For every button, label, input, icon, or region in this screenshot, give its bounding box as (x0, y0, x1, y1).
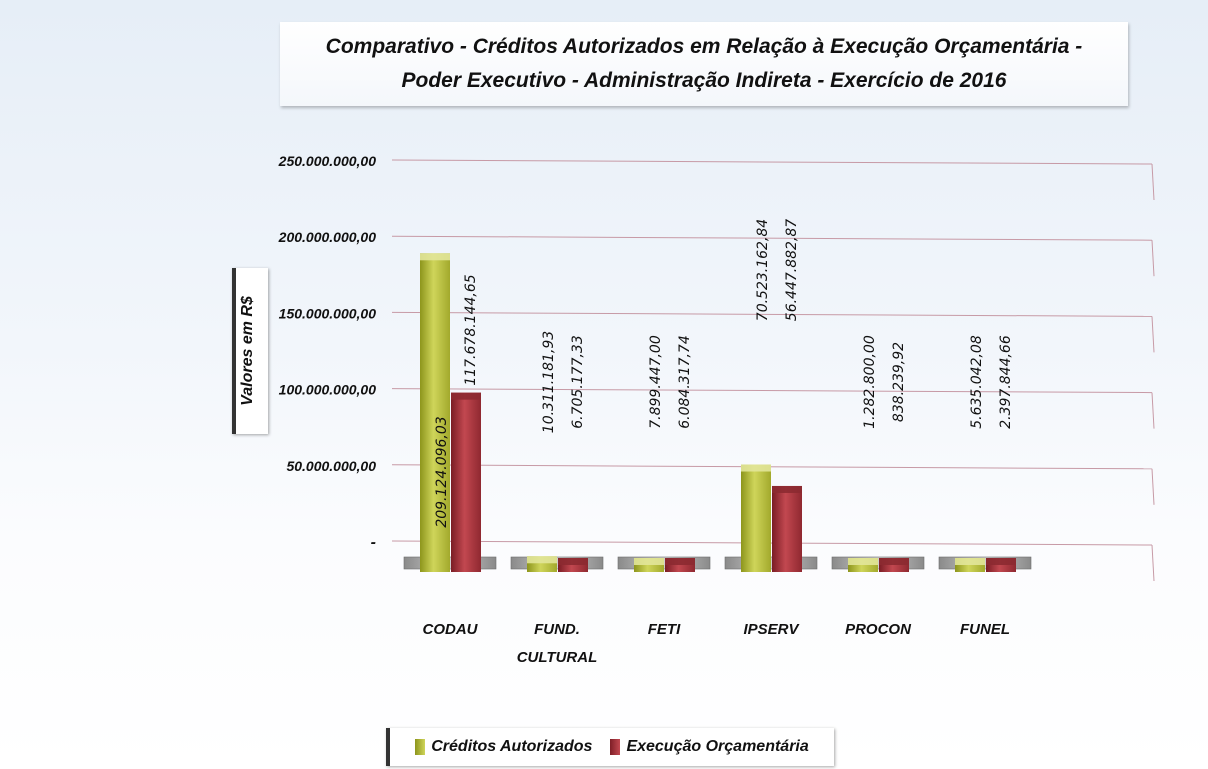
data-label-execucao-feti: 6.084.317,74 (677, 335, 693, 429)
data-label-creditos-feti: 7.899.447,00 (648, 335, 664, 429)
bar-cap-execucao-fund-cultural (558, 558, 588, 565)
bar-cap-execucao-funel (986, 558, 1016, 565)
x-tick-label-feti: FETI (648, 621, 681, 638)
y-axis-ticks: - 50.000.000,00 100.000.000,00 150.000.000,… (278, 153, 377, 551)
bar-cap-creditos-ipserv (741, 464, 771, 472)
gridline-side (1151, 240, 1155, 277)
bar-cap-creditos-funel (955, 558, 985, 565)
x-tick-label-codau: CODAU (423, 621, 479, 638)
legend-swatch-creditos (415, 739, 426, 755)
gridline-side (1151, 392, 1155, 429)
bars (420, 253, 1016, 573)
gridline (391, 159, 1153, 165)
data-label-creditos-codau: 209.124.096,03 (434, 416, 450, 527)
x-tick-label-procon: PROCON (845, 621, 912, 638)
y-tick-label: - (371, 534, 376, 551)
y-tick-label: 200.000.000,00 (278, 229, 377, 245)
bar-execucao-ipserv (772, 485, 802, 572)
bar-cap-execucao-procon (879, 558, 909, 565)
bar-cap-creditos-codau (420, 253, 450, 261)
data-label-creditos-ipserv: 70.523.162,84 (755, 219, 771, 321)
legend: Créditos Autorizados Execução Orçamentár… (386, 728, 834, 766)
legend-label-execucao: Execução Orçamentária (626, 738, 809, 755)
gridline (391, 464, 1153, 470)
bar-bases (403, 556, 1032, 570)
bar-cap-creditos-procon (848, 558, 878, 565)
data-label-creditos-procon: 1.282.800,00 (862, 335, 878, 429)
legend-entry-creditos: Créditos Autorizados (415, 738, 592, 756)
x-tick-label-ipserv: IPSERV (743, 621, 800, 638)
gridline-side (1151, 544, 1155, 582)
bar-execucao-codau (451, 392, 481, 572)
bar-creditos-ipserv (741, 464, 771, 572)
y-tick-label: 150.000.000,00 (279, 305, 377, 321)
data-label-execucao-procon: 838.239,92 (891, 342, 907, 422)
bar-creditos-codau (420, 253, 450, 573)
legend-label-creditos: Créditos Autorizados (431, 738, 593, 755)
chart-title: Comparativo - Créditos Autorizados em Re… (280, 22, 1128, 106)
gridline-side (1151, 163, 1155, 201)
data-label-execucao-codau: 117.678.144,65 (463, 274, 479, 385)
gridline (391, 388, 1153, 394)
data-label-creditos-funel: 5.635.042,08 (969, 335, 985, 429)
bar-cap-execucao-ipserv (772, 485, 802, 493)
data-label-execucao-fund-cultural: 6.705.177,33 (570, 335, 586, 429)
chart-plot-area: - 50.000.000,00 100.000.000,00 150.000.000,… (278, 153, 1155, 666)
y-tick-label: 250.000.000,00 (278, 153, 377, 169)
x-tick-label-fund-cultural: FUND. CULTURAL (517, 621, 598, 666)
bar-cap-creditos-feti (634, 558, 664, 565)
data-label-execucao-funel: 2.397.844,66 (998, 335, 1014, 429)
bar-cap-creditos-fund-cultural (527, 556, 557, 564)
y-axis-label-box (232, 268, 268, 434)
gridline (391, 235, 1153, 241)
legend-entry-execucao: Execução Orçamentária (610, 738, 809, 756)
data-label-creditos-fund-cultural: 10.311.181,93 (541, 331, 557, 433)
data-labels: 209.124.096,03 117.678.144,65 10.311.181,9… (434, 219, 1014, 528)
gridline-side (1151, 468, 1155, 505)
gridline (391, 311, 1153, 317)
gridline-side (1151, 316, 1155, 353)
bar-cap-execucao-codau (451, 392, 481, 400)
bar-cap-execucao-feti (665, 558, 695, 565)
x-axis-ticks: CODAU FUND. CULTURAL FETI IPSERV PROCON FUNEL (423, 621, 1011, 666)
y-tick-label: 100.000.000,00 (279, 382, 377, 398)
x-tick-label-funel: FUNEL (960, 621, 1010, 638)
data-label-execucao-ipserv: 56.447.882,87 (784, 219, 800, 322)
legend-swatch-execucao (610, 739, 621, 755)
y-tick-label: 50.000.000,00 (286, 458, 376, 474)
